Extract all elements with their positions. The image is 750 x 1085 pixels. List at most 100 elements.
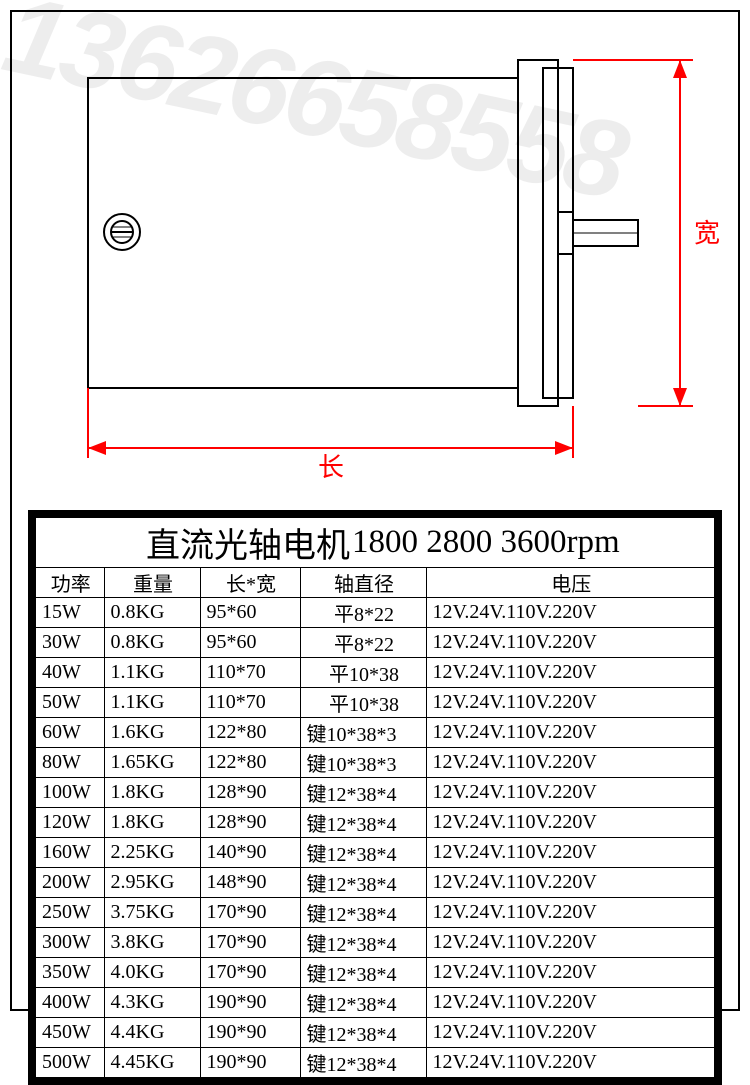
table-cell: 15W bbox=[36, 598, 104, 628]
table-cell: 170*90 bbox=[200, 928, 300, 958]
table-cell: 4.0KG bbox=[104, 958, 200, 988]
table-cell: 60W bbox=[36, 718, 104, 748]
table-cell: 190*90 bbox=[200, 988, 300, 1018]
table-cell: 110*70 bbox=[200, 688, 300, 718]
col-weight: 重量 bbox=[104, 568, 200, 598]
table-cell: 12V.24V.110V.220V bbox=[426, 748, 714, 778]
table-cell: 键12*38*4 bbox=[300, 808, 426, 838]
length-label: 长 bbox=[318, 453, 344, 482]
table-cell: 键12*38*4 bbox=[300, 958, 426, 988]
table-cell: 4.4KG bbox=[104, 1018, 200, 1048]
table-cell: 2.95KG bbox=[104, 868, 200, 898]
table-cell: 250W bbox=[36, 898, 104, 928]
table-cell: 450W bbox=[36, 1018, 104, 1048]
table-header-row: 功率 重量 长*宽 轴直径 电压 bbox=[36, 568, 714, 598]
table-cell: 12V.24V.110V.220V bbox=[426, 598, 714, 628]
table-cell: 128*90 bbox=[200, 778, 300, 808]
table-cell: 12V.24V.110V.220V bbox=[426, 958, 714, 988]
table-cell: 140*90 bbox=[200, 838, 300, 868]
table-row: 450W4.4KG190*90键12*38*412V.24V.110V.220V bbox=[36, 1018, 714, 1048]
table-cell: 键12*38*4 bbox=[300, 1048, 426, 1078]
table-cell: 128*90 bbox=[200, 808, 300, 838]
table-cell: 0.8KG bbox=[104, 628, 200, 658]
table-row: 350W4.0KG170*90键12*38*412V.24V.110V.220V bbox=[36, 958, 714, 988]
table-cell: 键10*38*3 bbox=[300, 748, 426, 778]
spec-table: 功率 重量 长*宽 轴直径 电压 15W0.8KG95*60平8*2212V.2… bbox=[36, 568, 714, 1077]
table-row: 120W1.8KG128*90键12*38*412V.24V.110V.220V bbox=[36, 808, 714, 838]
table-row: 300W3.8KG170*90键12*38*412V.24V.110V.220V bbox=[36, 928, 714, 958]
table-cell: 3.8KG bbox=[104, 928, 200, 958]
table-cell: 1.8KG bbox=[104, 778, 200, 808]
table-cell: 170*90 bbox=[200, 958, 300, 988]
table-row: 500W4.45KG190*90键12*38*412V.24V.110V.220… bbox=[36, 1048, 714, 1078]
table-cell: 键12*38*4 bbox=[300, 778, 426, 808]
table-cell: 键12*38*4 bbox=[300, 838, 426, 868]
table-row: 15W0.8KG95*60平8*2212V.24V.110V.220V bbox=[36, 598, 714, 628]
table-row: 80W1.65KG122*80键10*38*312V.24V.110V.220V bbox=[36, 748, 714, 778]
table-cell: 190*90 bbox=[200, 1018, 300, 1048]
table-title: 直流光轴电机 1800 2800 3600rpm bbox=[36, 518, 714, 568]
table-cell: 键12*38*4 bbox=[300, 1018, 426, 1048]
table-cell: 12V.24V.110V.220V bbox=[426, 988, 714, 1018]
table-cell: 95*60 bbox=[200, 598, 300, 628]
table-cell: 100W bbox=[36, 778, 104, 808]
motor-svg: 长 宽 bbox=[18, 18, 732, 493]
table-cell: 1.65KG bbox=[104, 748, 200, 778]
table-cell: 12V.24V.110V.220V bbox=[426, 928, 714, 958]
table-cell: 12V.24V.110V.220V bbox=[426, 658, 714, 688]
table-row: 50W1.1KG110*70平10*3812V.24V.110V.220V bbox=[36, 688, 714, 718]
table-cell: 12V.24V.110V.220V bbox=[426, 628, 714, 658]
table-cell: 12V.24V.110V.220V bbox=[426, 838, 714, 868]
table-cell: 12V.24V.110V.220V bbox=[426, 718, 714, 748]
table-cell: 键12*38*4 bbox=[300, 898, 426, 928]
table-cell: 12V.24V.110V.220V bbox=[426, 808, 714, 838]
motor-diagram: 长 宽 bbox=[18, 18, 732, 493]
table-cell: 平8*22 bbox=[300, 598, 426, 628]
table-cell: 1.1KG bbox=[104, 658, 200, 688]
table-cell: 80W bbox=[36, 748, 104, 778]
table-cell: 12V.24V.110V.220V bbox=[426, 778, 714, 808]
title-cn: 直流光轴电机 bbox=[146, 518, 350, 567]
table-cell: 400W bbox=[36, 988, 104, 1018]
page: 13626658558 长 bbox=[0, 0, 750, 1021]
table-cell: 12V.24V.110V.220V bbox=[426, 868, 714, 898]
table-cell: 4.3KG bbox=[104, 988, 200, 1018]
table-cell: 110*70 bbox=[200, 658, 300, 688]
table-cell: 40W bbox=[36, 658, 104, 688]
table-cell: 122*80 bbox=[200, 748, 300, 778]
table-cell: 2.25KG bbox=[104, 838, 200, 868]
table-row: 30W0.8KG95*60平8*2212V.24V.110V.220V bbox=[36, 628, 714, 658]
table-row: 200W2.95KG148*90键12*38*412V.24V.110V.220… bbox=[36, 868, 714, 898]
table-cell: 300W bbox=[36, 928, 104, 958]
table-cell: 0.8KG bbox=[104, 598, 200, 628]
table-cell: 1.1KG bbox=[104, 688, 200, 718]
table-cell: 350W bbox=[36, 958, 104, 988]
table-cell: 50W bbox=[36, 688, 104, 718]
spec-table-container: 直流光轴电机 1800 2800 3600rpm 功率 重量 长*宽 轴直径 电… bbox=[28, 510, 722, 1085]
table-cell: 190*90 bbox=[200, 1048, 300, 1078]
col-shaft: 轴直径 bbox=[300, 568, 426, 598]
table-cell: 160W bbox=[36, 838, 104, 868]
table-cell: 键12*38*4 bbox=[300, 868, 426, 898]
col-size: 长*宽 bbox=[200, 568, 300, 598]
width-label: 宽 bbox=[694, 219, 720, 248]
table-cell: 1.8KG bbox=[104, 808, 200, 838]
table-cell: 122*80 bbox=[200, 718, 300, 748]
table-cell: 500W bbox=[36, 1048, 104, 1078]
table-cell: 键12*38*4 bbox=[300, 988, 426, 1018]
col-voltage: 电压 bbox=[426, 568, 714, 598]
table-row: 100W1.8KG128*90键12*38*412V.24V.110V.220V bbox=[36, 778, 714, 808]
table-cell: 平8*22 bbox=[300, 628, 426, 658]
table-cell: 4.45KG bbox=[104, 1048, 200, 1078]
table-cell: 170*90 bbox=[200, 898, 300, 928]
table-cell: 12V.24V.110V.220V bbox=[426, 898, 714, 928]
table-row: 160W2.25KG140*90键12*38*412V.24V.110V.220… bbox=[36, 838, 714, 868]
table-cell: 12V.24V.110V.220V bbox=[426, 1018, 714, 1048]
table-row: 250W3.75KG170*90键12*38*412V.24V.110V.220… bbox=[36, 898, 714, 928]
table-cell: 120W bbox=[36, 808, 104, 838]
table-cell: 95*60 bbox=[200, 628, 300, 658]
table-cell: 12V.24V.110V.220V bbox=[426, 688, 714, 718]
title-en: 1800 2800 3600rpm bbox=[352, 524, 620, 561]
col-power: 功率 bbox=[36, 568, 104, 598]
table-row: 40W1.1KG110*70平10*3812V.24V.110V.220V bbox=[36, 658, 714, 688]
